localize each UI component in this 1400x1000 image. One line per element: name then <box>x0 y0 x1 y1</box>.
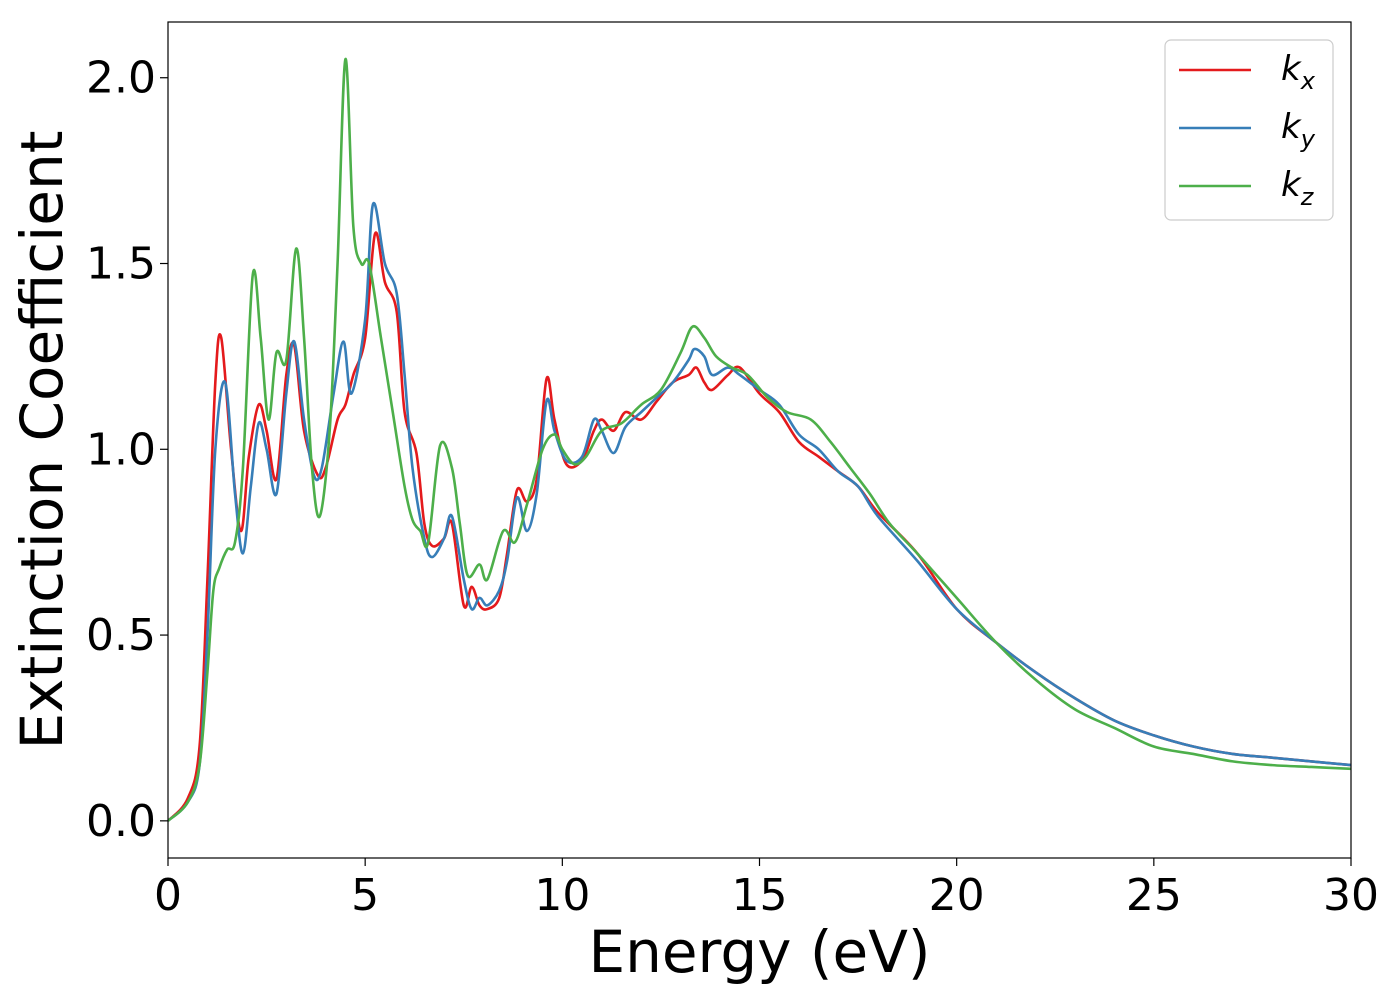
series-line-y <box>168 201 1351 822</box>
x-tick-label: 30 <box>1323 870 1379 921</box>
y-tick-label: 1.5 <box>86 239 156 290</box>
y-tick-label: 2.0 <box>86 53 156 104</box>
x-tick-label: 20 <box>929 870 985 921</box>
x-tick-label: 15 <box>732 870 788 921</box>
legend-label-z: kz <box>1281 165 1315 211</box>
series-line-z <box>168 57 1351 822</box>
ticks-layer: 0 5 10 15 20 25 30 0.0 0.5 1.0 1.5 2.0 <box>86 53 1379 921</box>
y-tick-label: 1.0 <box>86 424 156 475</box>
x-tick-label: 5 <box>351 870 379 921</box>
x-tick-label: 10 <box>534 870 590 921</box>
x-tick-label: 0 <box>154 870 182 921</box>
legend-frame <box>1164 39 1334 221</box>
series-layer <box>168 57 1351 822</box>
series-line-x <box>168 231 1351 822</box>
x-axis-label: Energy (eV) <box>588 918 930 986</box>
legend-label-x: kx <box>1281 49 1316 95</box>
y-tick-label: 0.0 <box>86 796 156 847</box>
legend: kx ky kz <box>1164 39 1334 221</box>
x-tick-label: 25 <box>1126 870 1182 921</box>
y-tick-label: 0.5 <box>86 610 156 661</box>
legend-label-y: ky <box>1281 107 1316 153</box>
y-axis-label: Extinction Coefficient <box>8 131 76 750</box>
